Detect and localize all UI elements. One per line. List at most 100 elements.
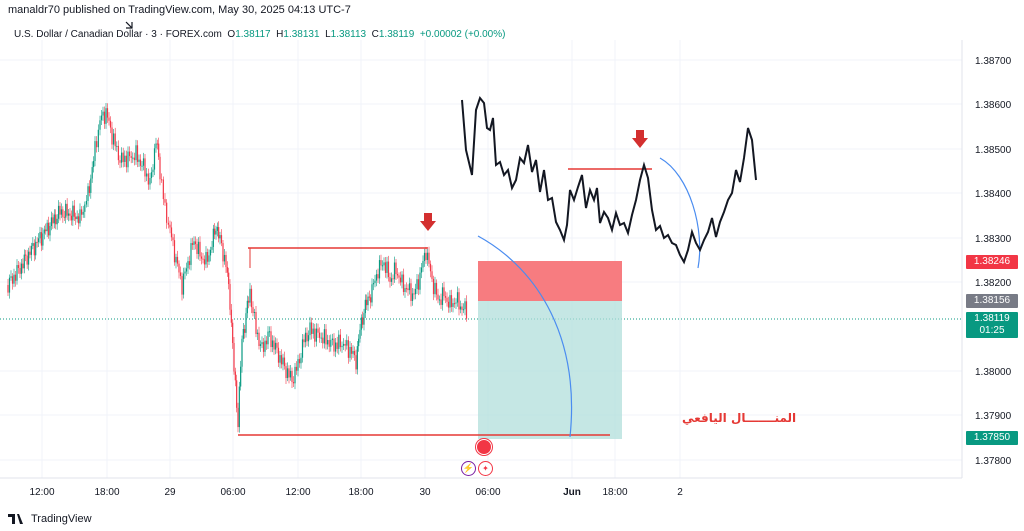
- candle-body: [444, 296, 447, 298]
- candle-body: [167, 222, 169, 225]
- lightning-event-icon[interactable]: ⚡: [461, 461, 476, 476]
- canada-flag-event-icon[interactable]: ✦: [478, 461, 493, 476]
- candle-body: [60, 209, 63, 215]
- candle-body: [17, 265, 20, 268]
- time-tick-label: 12:00: [285, 487, 310, 498]
- candle-body: [37, 238, 40, 243]
- candle-body: [298, 359, 301, 364]
- candle-body: [114, 133, 116, 147]
- down-arrow-icon: [632, 130, 648, 148]
- candle-body: [381, 265, 384, 267]
- candle-body: [248, 300, 250, 303]
- candle-body: [77, 216, 80, 224]
- candle-body: [184, 271, 186, 274]
- candle-body: [408, 283, 411, 291]
- candle-body: [453, 303, 456, 305]
- candle-body: [236, 380, 238, 408]
- candle-body: [138, 159, 140, 162]
- candle-body: [435, 282, 438, 295]
- candle-body: [336, 342, 338, 349]
- candle-body: [402, 274, 405, 292]
- candle-body: [437, 294, 439, 300]
- candle-body: [214, 228, 216, 235]
- take-profit-zone[interactable]: [478, 301, 622, 439]
- time-axis[interactable]: 12:00 18:00 29 06:00 12:00 18:00 30 06:00 Jun 18:…: [29, 487, 683, 498]
- candle-body: [66, 203, 68, 216]
- candle-body: [200, 256, 203, 259]
- candle-body: [241, 338, 243, 367]
- candle-body: [127, 151, 129, 168]
- candle-body: [456, 292, 459, 303]
- candle-body: [289, 370, 292, 378]
- candle-body: [285, 366, 287, 378]
- candle-body: [193, 241, 195, 245]
- candle-body: [199, 241, 201, 257]
- candle-body: [156, 143, 158, 145]
- candle-body: [395, 262, 397, 275]
- candle-body: [458, 292, 460, 310]
- projection-curve[interactable]: [477, 235, 573, 438]
- candle-body: [315, 328, 317, 342]
- candle-body: [65, 203, 67, 218]
- candle-body: [100, 115, 103, 121]
- candle-body: [216, 227, 218, 231]
- candle-body: [33, 243, 35, 256]
- candle-body: [261, 342, 263, 345]
- candle-body: [258, 332, 260, 347]
- candle-body: [57, 205, 60, 219]
- close-value: 1.38119: [378, 29, 415, 40]
- candle-body: [111, 127, 113, 145]
- candle-body: [103, 111, 106, 124]
- candle-body: [85, 200, 87, 205]
- candle-body: [135, 145, 137, 161]
- candle-body: [432, 278, 435, 295]
- candle-body: [461, 306, 463, 310]
- projection-curve[interactable]: [659, 157, 701, 269]
- candle-body: [366, 299, 368, 306]
- current-price-label: 1.38119 01:25: [966, 312, 1018, 338]
- price-axis[interactable]: 1.38700 1.38600 1.38500 1.38400 1.38300 1.382…: [975, 56, 1012, 467]
- symbol-legend[interactable]: U.S. Dollar / Canadian Dollar · 3 · FORE…: [14, 29, 506, 40]
- candle-body: [139, 159, 142, 166]
- candle-body: [371, 284, 373, 303]
- candle-body: [49, 226, 51, 236]
- candle-body: [295, 366, 298, 371]
- candle-body: [161, 179, 163, 181]
- change-value: +0.00002 (+0.00%): [419, 29, 506, 40]
- us-flag-event-icon[interactable]: [476, 439, 492, 455]
- candle-body: [170, 227, 173, 238]
- candle-body: [370, 297, 372, 303]
- candle-body: [429, 263, 432, 272]
- candle-body: [97, 129, 99, 148]
- candle-body: [455, 302, 457, 304]
- projected-path[interactable]: [461, 95, 757, 265]
- candle-body: [94, 141, 96, 162]
- candle-body: [422, 261, 424, 268]
- candle-body: [40, 232, 43, 246]
- candle-body: [344, 343, 346, 346]
- candle-body: [423, 252, 426, 262]
- candle-body: [147, 173, 149, 185]
- tradingview-logo-icon: [8, 514, 23, 524]
- candle-body: [125, 155, 127, 168]
- candle-body: [268, 331, 271, 333]
- candle-body: [52, 217, 54, 224]
- time-tick-label: 12:00: [29, 487, 54, 498]
- candle-body: [172, 237, 174, 241]
- candle-body: [90, 178, 92, 193]
- candle-body: [303, 339, 305, 343]
- stop-loss-zone[interactable]: [478, 261, 622, 301]
- candle-body: [404, 288, 406, 292]
- candle-body: [105, 108, 107, 124]
- candle-body: [346, 340, 348, 346]
- candle-body: [230, 309, 232, 323]
- candle-body: [431, 271, 433, 279]
- candle-body: [356, 346, 358, 370]
- candle-body: [282, 357, 284, 365]
- candle-body: [225, 254, 227, 268]
- candle-body: [106, 108, 109, 118]
- author-annotation[interactable]: المنـــــــال اليافعي: [682, 411, 797, 425]
- candle-body: [119, 160, 121, 163]
- candle-body: [205, 252, 207, 265]
